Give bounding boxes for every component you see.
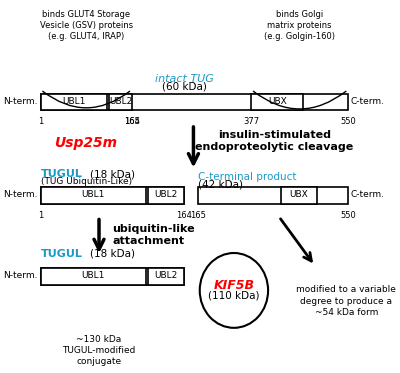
- Text: (18 kDa): (18 kDa): [90, 169, 135, 179]
- Text: N-term.: N-term.: [3, 191, 38, 200]
- Text: 1: 1: [38, 211, 43, 220]
- Text: 550: 550: [340, 117, 356, 126]
- Text: 164: 164: [176, 211, 192, 220]
- Bar: [40, 268, 146, 285]
- Text: 550: 550: [340, 211, 356, 220]
- Text: UBL1: UBL1: [62, 97, 86, 106]
- Text: TUGUL: TUGUL: [40, 249, 82, 259]
- Text: UBX: UBX: [290, 191, 308, 200]
- Text: KIF5B: KIF5B: [214, 279, 254, 292]
- Bar: [198, 187, 348, 204]
- Text: (18 kDa): (18 kDa): [90, 249, 135, 259]
- Bar: [148, 268, 184, 285]
- Text: UBL2: UBL2: [155, 271, 178, 280]
- Bar: [40, 187, 146, 204]
- Text: ~130 kDa
TUGUL-modified
conjugate: ~130 kDa TUGUL-modified conjugate: [62, 335, 136, 366]
- Bar: [148, 187, 184, 204]
- Text: (TUG Ubiquitin-Like): (TUG Ubiquitin-Like): [40, 177, 132, 186]
- Text: TUGUL: TUGUL: [40, 169, 82, 179]
- Text: (42 kDa): (42 kDa): [198, 179, 243, 189]
- Text: C-term.: C-term.: [351, 97, 385, 106]
- Bar: [40, 268, 184, 285]
- Text: C-term.: C-term.: [351, 191, 385, 200]
- Text: N-term.: N-term.: [3, 97, 38, 106]
- Bar: [109, 94, 132, 110]
- Bar: [281, 187, 317, 204]
- Text: C-terminal product: C-terminal product: [198, 172, 296, 182]
- Text: Usp25m: Usp25m: [54, 136, 117, 150]
- Text: insulin-stimulated
endoproteolytic cleavage: insulin-stimulated endoproteolytic cleav…: [195, 129, 354, 152]
- Text: 165: 165: [124, 117, 140, 126]
- Text: UBL2: UBL2: [109, 97, 132, 106]
- Text: UBL2: UBL2: [155, 191, 178, 200]
- Bar: [40, 94, 107, 110]
- Bar: [251, 94, 303, 110]
- Text: 377: 377: [243, 117, 259, 126]
- Circle shape: [200, 253, 268, 328]
- Text: 1: 1: [38, 117, 43, 126]
- Text: N-term.: N-term.: [3, 271, 38, 280]
- Text: binds Golgi
matrix proteins
(e.g. Golgin-160): binds Golgi matrix proteins (e.g. Golgin…: [264, 10, 335, 41]
- Text: intact TUG: intact TUG: [155, 74, 214, 84]
- Text: 165: 165: [190, 211, 206, 220]
- Text: UBL1: UBL1: [81, 191, 105, 200]
- Bar: [40, 187, 184, 204]
- Text: binds GLUT4 Storage
Vesicle (GSV) proteins
(e.g. GLUT4, IRAP): binds GLUT4 Storage Vesicle (GSV) protei…: [40, 10, 133, 41]
- Text: ubiquitin-like
attachment: ubiquitin-like attachment: [112, 224, 195, 247]
- Text: UBX: UBX: [268, 97, 287, 106]
- Text: (110 kDa): (110 kDa): [208, 290, 260, 300]
- Text: UBL1: UBL1: [81, 271, 105, 280]
- Text: (60 kDa): (60 kDa): [162, 82, 207, 92]
- Text: 164: 164: [124, 117, 140, 126]
- Bar: [40, 94, 348, 110]
- Text: modified to a variable
degree to produce a
~54 kDa form: modified to a variable degree to produce…: [296, 285, 396, 317]
